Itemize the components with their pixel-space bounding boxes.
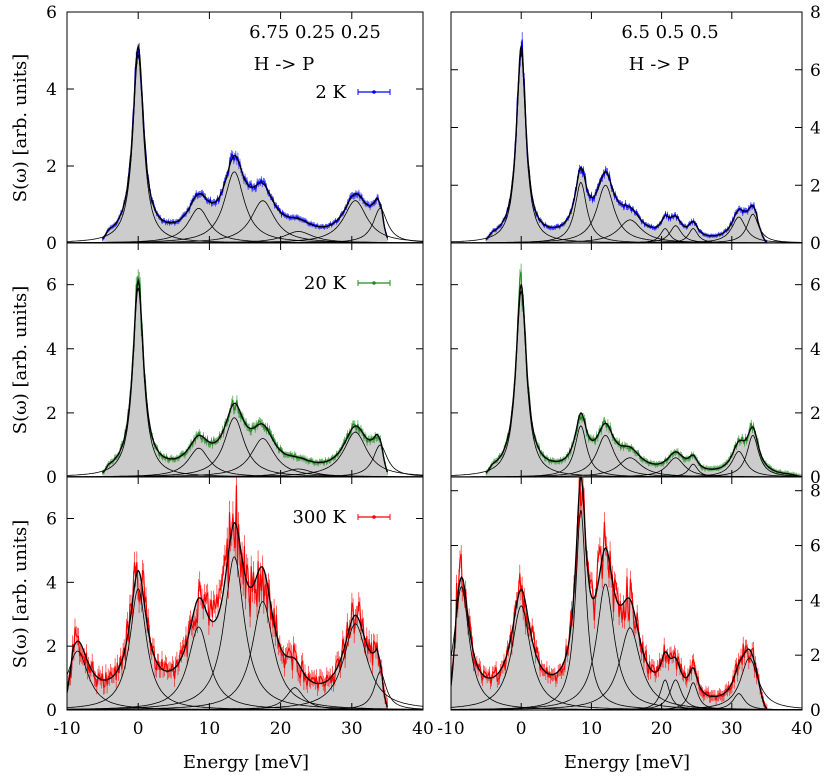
fit-total-line <box>102 278 389 474</box>
ytick-label: 0 <box>46 234 57 254</box>
fit-total-line <box>485 45 768 243</box>
ytick-label: 2 <box>810 176 821 196</box>
legend-swatch-point <box>372 281 376 285</box>
ylabel-top: S(ω) [arb. units] <box>10 54 31 203</box>
xtick-label: 20 <box>651 719 673 739</box>
plot-area <box>451 263 802 477</box>
ytick-label: 0 <box>46 468 57 488</box>
legend-label: 2 K <box>315 82 346 103</box>
xtick-label: 30 <box>721 719 743 739</box>
ytick-label: 2 <box>46 637 57 657</box>
ytick-label: 6 <box>46 509 57 529</box>
ytick-label: 4 <box>810 591 821 611</box>
fit-total-line <box>102 43 389 240</box>
panel-right-20K: 0 2 4 6 <box>450 242 821 488</box>
ytick-label: 6 <box>46 276 57 296</box>
panel-left-2K: 0 2 4 6 6.75 0.25 0.25 H -> P2 K <box>46 3 424 254</box>
plot-area <box>451 32 802 243</box>
panel-frame <box>450 476 803 711</box>
xtick-label: 40 <box>412 719 434 739</box>
fit-fill-area <box>486 284 802 477</box>
fit-fill-area <box>67 522 388 710</box>
ytick-label: 2 <box>46 157 57 177</box>
fit-total-line <box>67 522 389 708</box>
ylabel-middle: S(ω) [arb. units] <box>10 286 31 435</box>
xtick-label: -10 <box>437 719 464 739</box>
xtick-label: 30 <box>341 719 363 739</box>
legend-label: 20 K <box>304 273 347 294</box>
fit-fill-area <box>102 281 388 477</box>
xtick-label: 0 <box>516 719 527 739</box>
legend-swatch-point <box>372 90 376 94</box>
ytick-label: 2 <box>810 646 821 666</box>
ytick-label: 4 <box>46 340 57 360</box>
panel-right-2K: 0 2 4 6 8 6.5 0.5 0.5 H -> P <box>450 3 821 254</box>
ytick-label: 0 <box>810 468 821 488</box>
ytick-label: 0 <box>46 701 57 721</box>
xtick-label: -10 <box>53 719 80 739</box>
ytick-label: 6 <box>810 537 821 557</box>
ytick-label: 0 <box>810 234 821 254</box>
legend-label: 300 K <box>292 507 346 528</box>
plot-area <box>67 269 423 477</box>
chart-subtitle: H -> P <box>629 54 689 75</box>
xtick-label: 0 <box>133 719 144 739</box>
ytick-label: 4 <box>46 80 57 100</box>
xtick-label: 10 <box>581 719 603 739</box>
plot-area <box>67 477 423 710</box>
plot-area <box>451 477 802 710</box>
ytick-label: 4 <box>810 119 821 139</box>
panel-left-20K: 0 2 4 6 20 K <box>46 242 424 488</box>
ylabel-bottom: S(ω) [arb. units] <box>10 520 31 669</box>
ytick-label: 8 <box>810 3 821 23</box>
chart-title: 6.5 0.5 0.5 <box>621 22 718 43</box>
ytick-label: 8 <box>810 482 821 502</box>
xtick-label: 10 <box>199 719 221 739</box>
plot-area <box>67 42 423 243</box>
chart-subtitle: H -> P <box>254 54 314 75</box>
xtick-label: 40 <box>791 719 813 739</box>
panel-frame <box>66 476 424 711</box>
ytick-label: 4 <box>46 573 57 593</box>
legend-swatch-point <box>372 515 376 519</box>
chart-title: 6.75 0.25 0.25 <box>249 22 381 43</box>
fit-component-5 <box>67 601 423 710</box>
ytick-label: 2 <box>810 404 821 424</box>
ytick-label: 6 <box>810 61 821 81</box>
fit-total-line <box>451 477 768 710</box>
ytick-label: 2 <box>46 404 57 424</box>
fit-fill-area <box>451 477 767 710</box>
fit-fill-area <box>486 45 767 243</box>
ytick-label: 0 <box>810 701 821 721</box>
ytick-label: 6 <box>46 3 57 23</box>
panel-right-300K: 0 2 4 6 8 -10 0 10 20 30 40 <box>437 476 821 739</box>
data-series-line <box>67 485 388 705</box>
fit-component-5 <box>451 627 802 710</box>
xlabel-left: Energy [meV] <box>183 752 309 773</box>
fit-total-line <box>485 284 802 477</box>
xlabel-right: Energy [meV] <box>564 752 690 773</box>
ytick-label: 4 <box>810 340 821 360</box>
xtick-label: 20 <box>270 719 292 739</box>
ytick-label: 6 <box>810 276 821 296</box>
